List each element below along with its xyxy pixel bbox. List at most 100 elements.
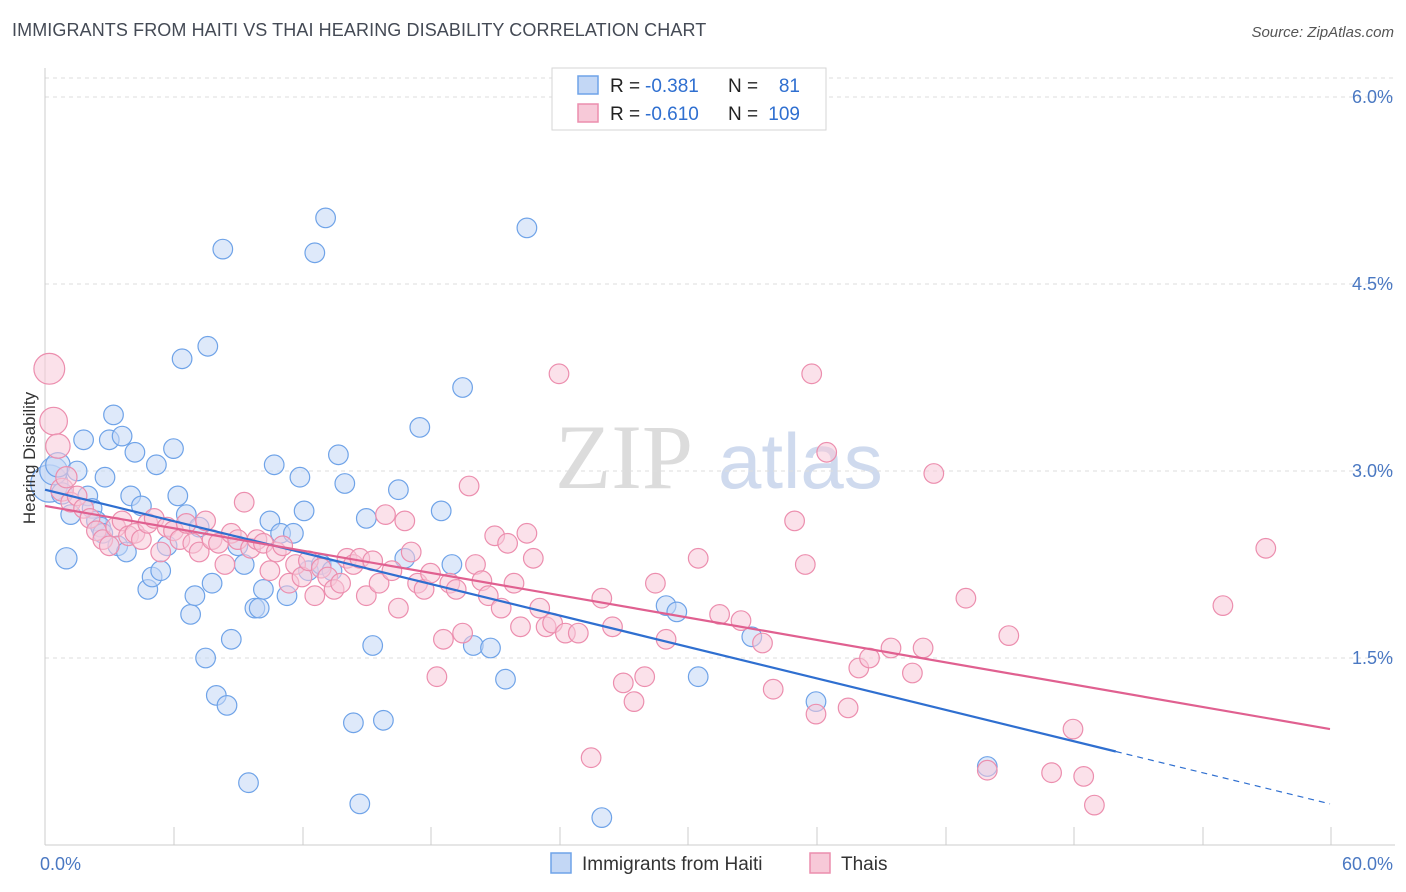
point-thais-109 [1073,766,1095,787]
legend-n-label-haiti: N = [728,76,758,97]
chart-title: IMMIGRANTS FROM HAITI VS THAI HEARING DI… [12,20,707,40]
point-thais-77 [522,547,544,569]
bottom-legend-label-thais: Thais [841,854,887,875]
point-haiti-70 [441,554,463,575]
point-thais-90 [645,572,666,594]
point-haiti-59 [328,444,349,466]
legend-swatch-thais [577,103,599,123]
legend-n-label-thais: N = [728,104,758,125]
point-thais-97 [784,510,805,532]
point-thais-25 [188,541,210,563]
trend-line-thais [44,504,1331,731]
point-haiti-20 [124,441,146,463]
trend-line-extension-haiti [1115,750,1331,805]
point-haiti-34 [195,647,217,669]
point-haiti-55 [304,242,326,264]
point-thais-95 [752,632,773,654]
y-tick-label-0: 1.5% [1352,648,1393,668]
point-haiti-43 [238,772,259,794]
point-haiti-66 [388,479,409,501]
point-haiti-74 [495,668,516,690]
axes [44,68,1395,846]
point-thais-53 [368,572,390,594]
point-thais-115 [805,703,827,725]
y-tick-label-2: 4.5% [1352,274,1393,294]
point-haiti-73 [480,637,501,659]
legend-n-value-thais: 109 [768,104,800,125]
point-haiti-64 [362,635,384,656]
watermark-zip: ZIP [555,406,693,508]
point-haiti-52 [289,466,311,488]
point-haiti-7 [73,429,94,451]
point-haiti-29 [171,348,193,370]
point-thais-57 [394,510,416,532]
point-thais-84 [580,747,602,769]
point-thais-56 [388,597,409,619]
point-thais-88 [623,691,645,712]
point-thais-83 [567,622,589,644]
point-thais-54 [375,504,396,525]
point-haiti-46 [252,579,274,600]
point-thais-116 [998,625,1020,646]
point-thais-62 [426,666,448,688]
point-thais-110 [1083,794,1105,816]
data-points [30,207,1277,828]
legend-swatch-haiti [577,75,599,95]
point-haiti-25 [150,560,172,582]
y-axis-label: Hearing Disability [20,391,39,524]
legend-r-label-haiti: R = [610,76,640,97]
point-haiti-39 [216,695,238,716]
source-credit: Source: ZipAtlas.com [1251,24,1394,41]
point-haiti-79 [687,666,709,688]
point-haiti-17 [111,425,133,447]
point-haiti-63 [355,508,377,529]
point-thais-98 [794,554,816,575]
legend-top: R = -0.381 N = 81 R = -0.610 N = 109 [551,67,827,131]
point-thais-67 [458,475,480,497]
point-thais-89 [634,666,656,688]
bottom-legend-swatch-haiti [550,852,572,874]
point-thais-1 [39,406,68,436]
point-haiti-61 [343,712,364,734]
bottom-legend-label-haiti: Immigrants from Haiti [582,854,763,875]
point-thais-112 [1212,595,1234,616]
trend-line-haiti [44,488,1117,753]
tick-labels: 1.5% 3.0% 4.5% 6.0% 0.0% 60.0% [40,87,1393,874]
point-thais-99 [801,363,823,385]
point-haiti-65 [373,709,394,731]
x-tick-label-0: 0.0% [40,854,81,874]
point-haiti-36 [197,335,219,357]
point-thais-58 [400,541,422,563]
legend-r-label-thais: R = [610,104,640,125]
point-thais-0 [33,352,66,385]
point-haiti-13 [94,466,116,488]
point-haiti-24 [145,454,167,476]
point-thais-55 [381,560,403,582]
point-thais-117 [1041,762,1062,784]
point-thais-101 [837,697,859,719]
point-thais-36 [259,560,281,582]
series-haiti-points [30,207,998,828]
point-thais-108 [976,759,998,781]
legend-r-value-haiti: -0.381 [645,76,699,97]
point-haiti-28 [167,485,189,507]
point-haiti-4 [55,547,78,570]
point-thais-107 [955,587,977,609]
point-thais-73 [497,532,519,554]
point-haiti-38 [212,238,234,260]
legend-n-value-haiti: 81 [779,76,800,97]
point-haiti-69 [430,500,452,522]
point-thais-4 [55,466,78,489]
point-thais-87 [612,672,634,694]
y-tick-label-1: 3.0% [1352,461,1393,481]
point-thais-29 [214,554,236,575]
point-haiti-68 [409,417,431,438]
y-tick-label-3: 6.0% [1352,87,1393,107]
point-thais-66 [452,622,474,644]
point-thais-85 [591,587,613,609]
point-haiti-40 [220,628,242,650]
point-thais-81 [548,363,570,385]
legend-r-value-thais: -0.610 [645,104,699,125]
point-thais-32 [233,491,255,513]
